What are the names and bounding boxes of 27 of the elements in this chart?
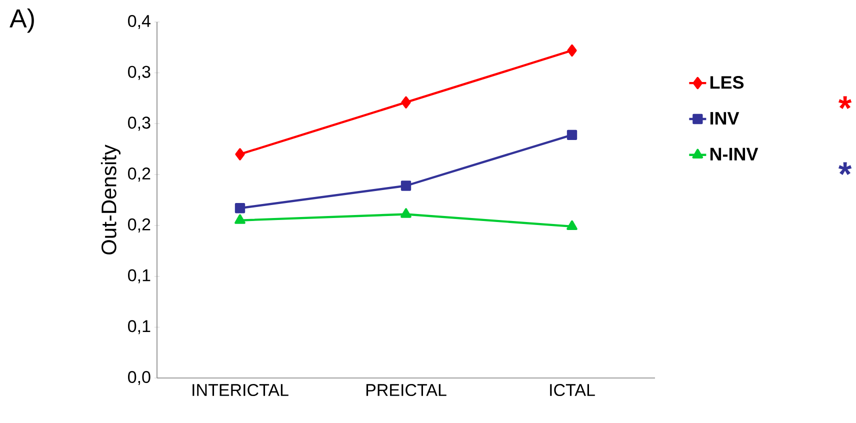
y-axis-title: Out-Density (100, 144, 121, 254)
legend-label: LES (710, 76, 744, 89)
y-tick-label: 0,2 (128, 168, 150, 182)
y-tick-label: 0,1 (128, 269, 150, 284)
point (235, 148, 245, 160)
legend-label: INV (710, 112, 740, 124)
point (567, 44, 577, 57)
x-tick-label: PREICTAL (366, 384, 446, 396)
y-tick-label: 0,3 (128, 116, 150, 131)
point (234, 214, 246, 224)
point (234, 203, 246, 214)
text: * (838, 96, 852, 109)
legend-label: N-INV (710, 148, 758, 160)
y-tick-label: 0,2 (128, 218, 150, 232)
point (566, 220, 578, 230)
x-tick-label: ICTAL (550, 384, 595, 396)
point (401, 96, 411, 108)
text: A) (10, 8, 34, 33)
y-tick-label: 0,4 (128, 14, 150, 30)
point (400, 208, 412, 218)
point (566, 130, 578, 140)
y-tick-label: 0,1 (128, 320, 150, 334)
y-tick-label: 0,0 (128, 370, 150, 386)
y-tick-label: 0,3 (128, 66, 150, 80)
x-tick-label: INTERICTAL (192, 384, 288, 396)
text: * (838, 162, 852, 175)
point (400, 180, 412, 191)
